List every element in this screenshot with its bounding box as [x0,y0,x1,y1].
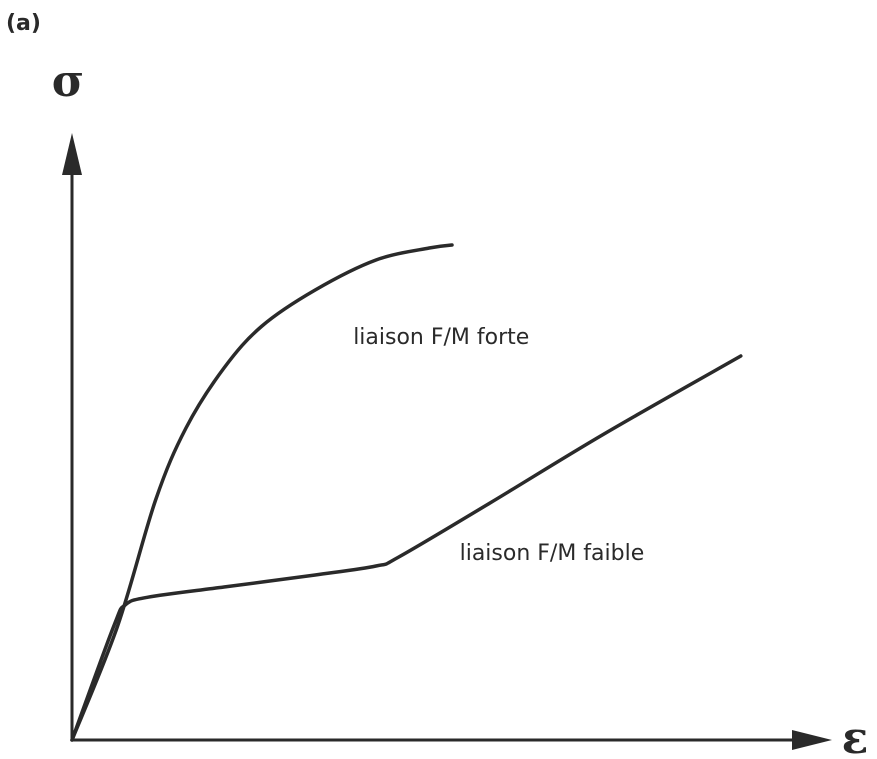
series-line-forte [70,243,454,742]
y-axis-arrow-icon [62,133,82,175]
x-axis-label: ε [842,713,869,759]
curve-label-faible: liaison F/M faible [460,541,645,566]
panel-label: (a) [6,11,41,36]
y-axis-label: σ [52,56,84,107]
x-axis-arrow-icon [792,730,832,750]
curve-labels-layer: liaison F/M forte liaison F/M faible [353,325,644,566]
series-line-faible [70,354,743,742]
curves-layer [70,243,743,742]
curve-label-forte: liaison F/M forte [353,325,529,350]
